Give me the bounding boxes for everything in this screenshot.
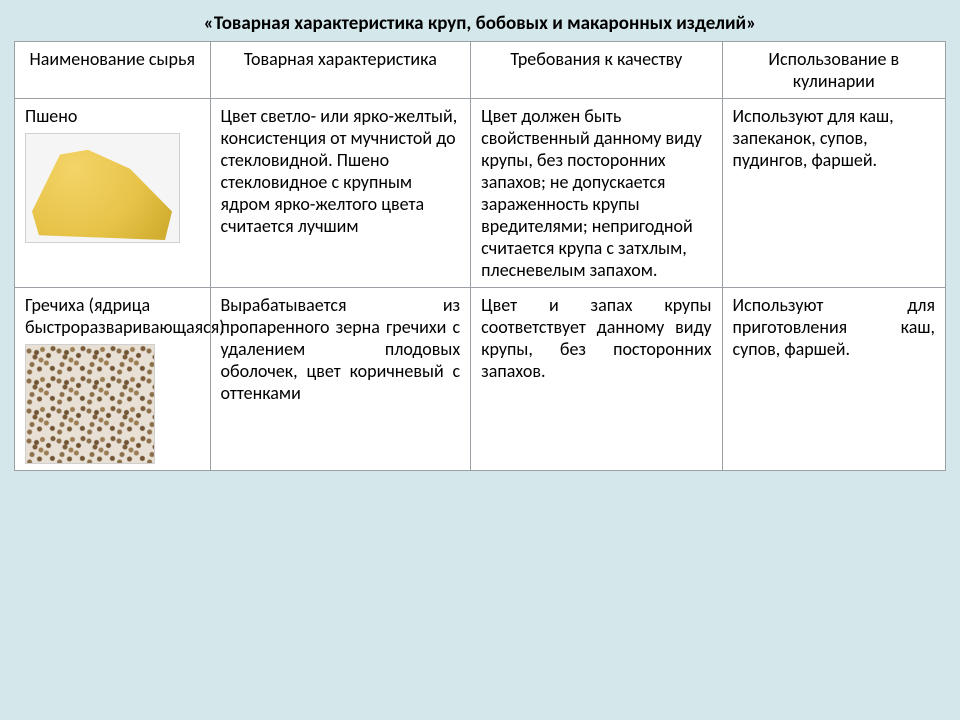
buckwheat-icon [25, 344, 155, 464]
table-row: Пшено Цвет светло- или ярко-желтый, конс… [15, 99, 946, 288]
cell-use: Используют для приготовления каш, супов,… [722, 288, 945, 471]
header-qual: Требования к качеству [471, 42, 722, 99]
header-char: Товарная характеристика [210, 42, 471, 99]
cell-qual: Цвет и запах крупы соответствует данному… [471, 288, 722, 471]
table-row: Гречиха (ядрица быстроразваривающаяся) В… [15, 288, 946, 471]
header-name: Наименование сырья [15, 42, 211, 99]
page-title: «Товарная характеристика круп, бобовых и… [14, 12, 946, 35]
cell-name: Пшено [15, 99, 211, 288]
millet-icon [25, 133, 180, 243]
grain-table: Наименование сырья Товарная характеристи… [14, 41, 946, 471]
cell-char: Цвет светло- или ярко-желтый, консистенц… [210, 99, 471, 288]
grain-name: Пшено [25, 105, 200, 127]
cell-use: Используют для каш, запеканок, супов, пу… [722, 99, 945, 288]
table-header-row: Наименование сырья Товарная характеристи… [15, 42, 946, 99]
cell-qual: Цвет должен быть свойственный данному ви… [471, 99, 722, 288]
cell-name: Гречиха (ядрица быстроразваривающаяся) [15, 288, 211, 471]
header-use: Использование в кулинарии [722, 42, 945, 99]
grain-name: Гречиха (ядрица быстроразваривающаяся) [25, 294, 200, 338]
cell-char: Вырабатывается из пропаренного зерна гре… [210, 288, 471, 471]
